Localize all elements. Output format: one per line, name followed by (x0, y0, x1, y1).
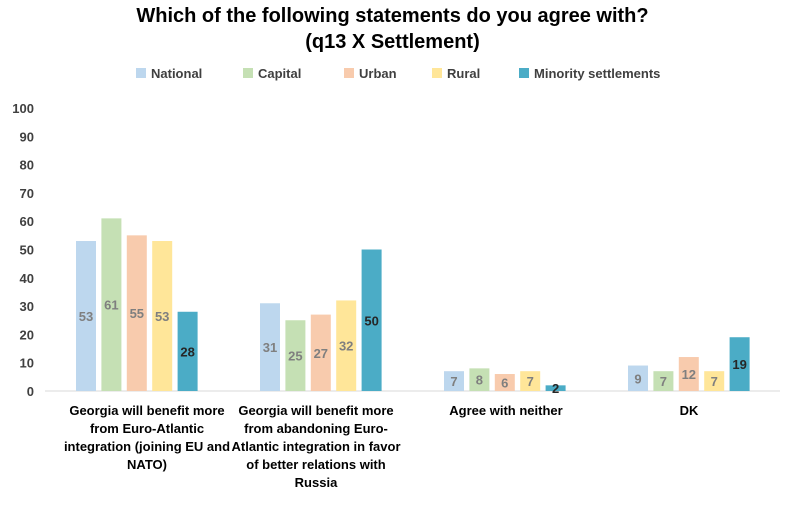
bar (444, 371, 464, 391)
data-label: 12 (682, 367, 696, 382)
data-label: 27 (314, 346, 328, 361)
y-tick-label: 70 (20, 186, 34, 201)
data-label: 7 (711, 374, 718, 389)
bar (76, 241, 96, 391)
bar (469, 368, 490, 391)
data-label: 53 (155, 309, 169, 324)
legend-swatch-rural (432, 68, 442, 78)
data-label: 2 (552, 381, 559, 396)
category-label-neither: Agree with neither (449, 403, 563, 418)
bar (520, 371, 541, 391)
bar (310, 314, 331, 391)
bar (704, 371, 725, 391)
bar (628, 365, 648, 391)
y-tick-label: 50 (20, 243, 34, 258)
bar (260, 303, 280, 391)
legend-swatch-minority-settlements (519, 68, 529, 78)
y-tick-label: 90 (20, 129, 34, 144)
y-tick-label: 30 (20, 299, 34, 314)
bar (653, 371, 674, 391)
data-label: 55 (130, 306, 144, 321)
bar (678, 357, 699, 391)
bar (177, 311, 198, 391)
legend-label-rural: Rural (447, 65, 481, 81)
data-label: 28 (180, 344, 194, 359)
category-label-dk: DK (679, 403, 699, 418)
chart-subtitle: (q13 X Settlement) (305, 31, 480, 53)
y-tick-label: 60 (20, 214, 34, 229)
legend-label-minority-settlements: Minority settlements (534, 65, 661, 81)
y-tick-label: 20 (20, 327, 34, 342)
legend-item-national: National (136, 64, 202, 82)
chart-legend: National Capital Urban Rural Minority se… (0, 64, 785, 84)
legend-label-national: National (151, 65, 203, 81)
category-label-russia: Georgia will benefit more from abandonin… (231, 403, 401, 490)
bar (126, 235, 147, 391)
data-label: 7 (450, 374, 457, 389)
bar (285, 320, 306, 391)
y-tick-label: 80 (20, 158, 34, 173)
legend-item-minority-settlements: Minority settlements (519, 64, 660, 82)
legend-item-capital: Capital (243, 64, 301, 82)
data-label: 53 (79, 309, 93, 324)
y-tick-label: 100 (12, 101, 34, 116)
data-label: 8 (476, 373, 483, 388)
data-label: 9 (634, 371, 641, 386)
data-label: 7 (660, 374, 667, 389)
data-label: 19 (732, 357, 746, 372)
y-tick-label: 10 (20, 356, 34, 371)
bar (336, 300, 357, 391)
bar (494, 374, 515, 391)
legend-label-urban: Urban (359, 65, 397, 81)
legend-item-urban: Urban (344, 64, 397, 82)
bar (361, 249, 382, 391)
data-label: 31 (263, 340, 277, 355)
legend-swatch-capital (243, 68, 253, 78)
y-tick-label: 40 (20, 271, 34, 286)
legend-label-capital: Capital (258, 65, 302, 81)
data-label: 25 (288, 349, 302, 364)
bar (545, 385, 566, 391)
y-tick-label: 0 (27, 384, 34, 399)
chart-title: Which of the following statements do you… (136, 5, 649, 27)
legend-swatch-national (136, 68, 146, 78)
legend-item-rural: Rural (432, 64, 480, 82)
legend-swatch-urban (344, 68, 354, 78)
category-label-euro-atlantic: Georgia will benefit more from Euro-Atla… (63, 403, 231, 472)
data-label: 61 (104, 298, 118, 313)
bar (101, 218, 122, 391)
data-label: 50 (364, 313, 378, 328)
bar (729, 337, 750, 391)
data-label: 7 (527, 374, 534, 389)
data-label: 6 (501, 376, 508, 391)
bar (152, 241, 173, 391)
data-label: 32 (339, 339, 353, 354)
